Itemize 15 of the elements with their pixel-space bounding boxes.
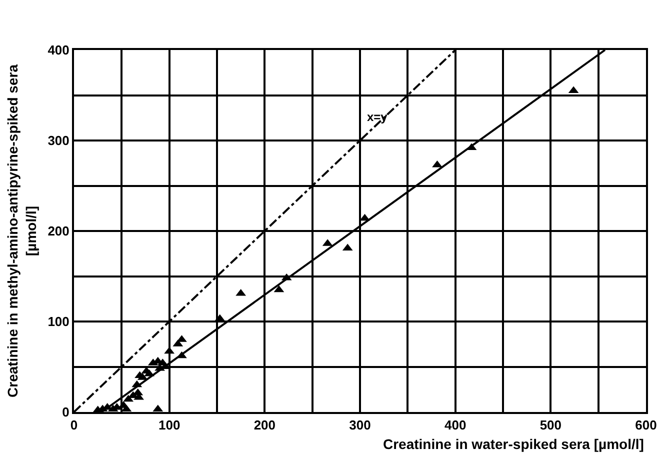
x-tick-label: 200: [254, 418, 276, 433]
y-tick-label: 0: [62, 404, 70, 420]
y-tick-label: 100: [48, 314, 70, 330]
x-axis-title: Creatinine in water-spiked sera [µmol/l]: [383, 436, 644, 452]
x-tick-label: 100: [158, 418, 180, 433]
y-axis-title: Creatinine in methyl-amino-antipyrine-spiked sera [µmol/l]: [4, 64, 39, 398]
y-tick-label: 400: [48, 42, 70, 58]
y-tick-label: 200: [48, 224, 70, 239]
y-tick-label: 300: [48, 133, 70, 148]
x-tick-label: 500: [540, 418, 562, 433]
point: [432, 160, 442, 168]
x-tick-label: 400: [444, 418, 466, 433]
annotation: x=y: [367, 110, 388, 124]
x-tick-label: 300: [349, 418, 371, 433]
x-tick-label: 600: [635, 418, 657, 433]
